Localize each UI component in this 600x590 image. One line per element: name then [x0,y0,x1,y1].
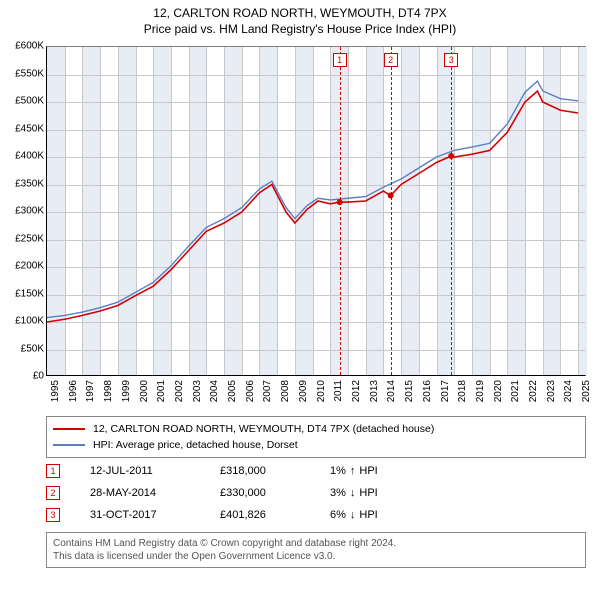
y-tick-label: £600K [15,41,44,52]
y-tick-label: £450K [15,123,44,134]
x-tick-label: 2007 [262,380,273,402]
x-tick-label: 2009 [298,380,309,402]
legend-label: HPI: Average price, detached house, Dors… [93,439,298,451]
hpi-pct: 3% [330,487,346,499]
y-tick-label: £500K [15,96,44,107]
sale-hpi: 6% ↓HPI [330,509,450,521]
sale-hpi: 1% ↑HPI [330,465,450,477]
series-line [47,81,578,318]
marker-box: 3 [46,508,60,522]
legend: 12, CARLTON ROAD NORTH, WEYMOUTH, DT4 7P… [46,416,586,458]
x-tick-label: 2022 [528,380,539,402]
y-tick-label: £250K [15,233,44,244]
sale-price: £401,826 [220,509,330,521]
x-tick-label: 1995 [50,380,61,402]
chart-lines [47,47,585,375]
sale-price: £318,000 [220,465,330,477]
chart-title: 12, CARLTON ROAD NORTH, WEYMOUTH, DT4 7P… [0,0,600,38]
x-tick-label: 2019 [475,380,486,402]
y-tick-label: £50K [21,343,44,354]
title-line2: Price paid vs. HM Land Registry's House … [0,22,600,36]
sale-date: 28-MAY-2014 [90,487,220,499]
x-tick-label: 2006 [245,380,256,402]
legend-item: HPI: Average price, detached house, Dors… [53,437,579,453]
x-tick-label: 2025 [581,380,592,402]
sale-date: 12-JUL-2011 [90,465,220,477]
hpi-label: HPI [359,465,377,477]
sales-row: 2 28-MAY-2014£330,0003% ↓HPI [46,482,450,504]
sales-row: 3 31-OCT-2017£401,8266% ↓HPI [46,504,450,526]
legend-label: 12, CARLTON ROAD NORTH, WEYMOUTH, DT4 7P… [93,423,434,435]
x-tick-label: 2016 [422,380,433,402]
chart-container: 12, CARLTON ROAD NORTH, WEYMOUTH, DT4 7P… [0,0,600,590]
y-tick-label: £300K [15,206,44,217]
x-tick-label: 2014 [386,380,397,402]
arrow-down-icon: ↓ [350,509,356,521]
sale-date: 31-OCT-2017 [90,509,220,521]
y-tick-label: £550K [15,68,44,79]
footnote-line: This data is licensed under the Open Gov… [53,550,579,563]
x-tick-label: 1998 [103,380,114,402]
hpi-pct: 1% [330,465,346,477]
marker-box: 1 [333,53,347,67]
footnote: Contains HM Land Registry data © Crown c… [46,532,586,568]
x-tick-label: 2010 [316,380,327,402]
y-tick-label: £100K [15,316,44,327]
sales-table: 112-JUL-2011£318,0001%↑HPI228-MAY-2014£3… [46,460,450,526]
x-tick-label: 2008 [280,380,291,402]
hpi-label: HPI [359,509,377,521]
marker-box: 1 [46,464,60,478]
plot-area: 1 2 3 [46,46,586,376]
x-tick-label: 2021 [510,380,521,402]
x-tick-label: 2023 [546,380,557,402]
series-line [47,91,578,322]
marker-box: 2 [384,53,398,67]
title-line1: 12, CARLTON ROAD NORTH, WEYMOUTH, DT4 7P… [0,6,600,20]
footnote-line: Contains HM Land Registry data © Crown c… [53,537,579,550]
x-tick-label: 2001 [156,380,167,402]
marker-box: 3 [444,53,458,67]
y-tick-label: £400K [15,151,44,162]
legend-swatch [53,444,85,446]
hpi-pct: 6% [330,509,346,521]
sales-row: 1 12-JUL-2011£318,0001% ↑HPI [46,460,450,482]
x-tick-label: 2005 [227,380,238,402]
y-tick-label: £350K [15,178,44,189]
arrow-up-icon: ↑ [350,465,356,477]
y-tick-label: £200K [15,261,44,272]
x-tick-label: 2024 [563,380,574,402]
x-tick-label: 1996 [68,380,79,402]
marker-vline [391,47,392,375]
x-tick-label: 2011 [333,380,344,402]
x-tick-label: 2020 [493,380,504,402]
legend-item: 12, CARLTON ROAD NORTH, WEYMOUTH, DT4 7P… [53,421,579,437]
arrow-down-icon: ↓ [350,487,356,499]
x-tick-label: 2018 [457,380,468,402]
x-tick-label: 2000 [139,380,150,402]
x-tick-label: 2004 [209,380,220,402]
x-tick-label: 2013 [369,380,380,402]
sale-hpi: 3% ↓HPI [330,487,450,499]
legend-swatch [53,428,85,430]
x-tick-label: 2003 [192,380,203,402]
x-tick-label: 2012 [351,380,362,402]
marker-vline [340,47,341,375]
marker-vline [451,47,452,375]
x-tick-label: 1997 [85,380,96,402]
y-tick-label: £0 [33,371,44,382]
x-tick-label: 2002 [174,380,185,402]
x-tick-label: 2017 [440,380,451,402]
marker-box: 2 [46,486,60,500]
x-tick-label: 2015 [404,380,415,402]
x-tick-label: 1999 [121,380,132,402]
y-tick-label: £150K [15,288,44,299]
sale-price: £330,000 [220,487,330,499]
hpi-label: HPI [359,487,377,499]
